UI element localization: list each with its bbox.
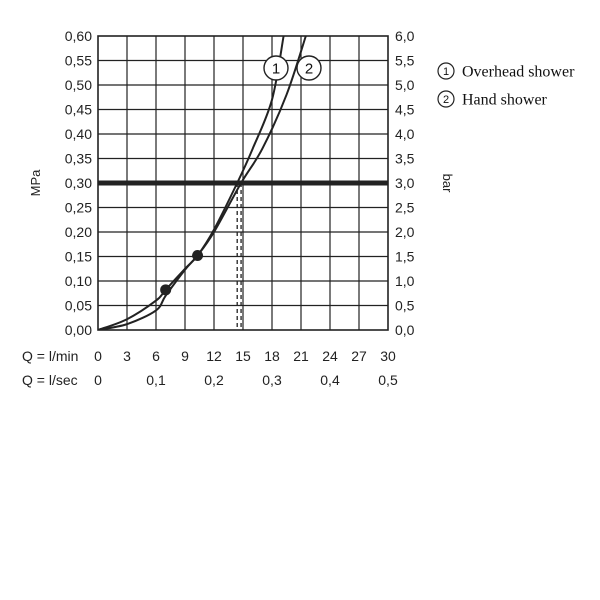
x-tick-label: 21 — [293, 348, 309, 364]
x-tick-label: 9 — [181, 348, 189, 364]
x-lsec-tick-labels: 0 0,1 0,2 0,3 0,4 0,5 — [94, 372, 398, 388]
legend-marker-circle — [437, 62, 455, 80]
legend-marker-circle — [437, 90, 455, 108]
legend-marker-label: 2 — [443, 94, 449, 106]
legend: 1 Overhead shower 2 Hand shower — [437, 62, 575, 109]
y-right-tick-label: 5,5 — [395, 53, 415, 69]
x-sec-tick-label: 0,4 — [320, 372, 340, 388]
y-left-tick-label: 0,00 — [65, 322, 92, 338]
y-right-tick-label: 3,5 — [395, 151, 415, 167]
y-left-tick-label: 0,05 — [65, 298, 92, 314]
data-points — [160, 250, 204, 296]
x-tick-label: 0 — [94, 348, 102, 364]
data-point — [192, 250, 204, 262]
x-primary-axis-label: Q = l/min — [22, 348, 78, 364]
y-left-tick-label: 0,50 — [65, 77, 92, 93]
curve-marker-label: 1 — [272, 61, 280, 78]
x-tick-label: 30 — [380, 348, 396, 364]
x-lmin-tick-labels: 0 3 6 9 12 15 18 21 24 27 30 — [94, 348, 396, 364]
grid — [98, 36, 388, 330]
y-left-tick-label: 0,25 — [65, 200, 92, 216]
y-left-tick-labels: 0,00 0,05 0,10 0,15 0,20 0,25 0,30 0,35 0,40 0,45… — [65, 28, 92, 338]
x-sec-tick-label: 0 — [94, 372, 102, 388]
y-right-tick-label: 0,0 — [395, 322, 415, 338]
y-left-tick-label: 0,10 — [65, 273, 92, 289]
x-tick-label: 18 — [264, 348, 280, 364]
y-right-tick-labels: 0,0 0,5 1,0 1,5 2,0 2,5 3,0 3,5 4,0 4,5 5,0 5,5 6,0 — [395, 28, 415, 338]
y-left-tick-label: 0,30 — [65, 175, 92, 191]
x-tick-label: 27 — [351, 348, 367, 364]
x-secondary-axis-label: Q = l/sec — [22, 372, 78, 388]
y-right-tick-label: 0,5 — [395, 298, 415, 314]
y-left-tick-label: 0,40 — [65, 126, 92, 142]
y-right-tick-label: 1,0 — [395, 273, 415, 289]
y-right-tick-label: 6,0 — [395, 28, 415, 44]
y-left-tick-label: 0,45 — [65, 102, 92, 118]
y-right-tick-label: 4,5 — [395, 102, 415, 118]
y-right-tick-label: 2,5 — [395, 200, 415, 216]
y-left-axis-title: MPa — [28, 169, 43, 197]
x-sec-tick-label: 0,5 — [378, 372, 398, 388]
legend-label: Hand shower — [462, 92, 548, 109]
y-right-tick-label: 4,0 — [395, 126, 415, 142]
y-left-tick-label: 0,15 — [65, 249, 92, 265]
x-sec-tick-label: 0,3 — [262, 372, 282, 388]
y-right-tick-label: 3,0 — [395, 175, 415, 191]
y-left-tick-label: 0,20 — [65, 224, 92, 240]
plot-frame — [97, 35, 389, 331]
y-right-tick-label: 2,0 — [395, 224, 415, 240]
y-right-tick-label: 5,0 — [395, 77, 415, 93]
x-sec-tick-label: 0,1 — [146, 372, 166, 388]
curve-marker-circle — [263, 55, 289, 81]
y-left-tick-label: 0,55 — [65, 53, 92, 69]
x-sec-tick-label: 0,2 — [204, 372, 224, 388]
data-point — [160, 284, 172, 296]
x-tick-label: 12 — [206, 348, 222, 364]
x-tick-label: 6 — [152, 348, 160, 364]
y-right-axis-title: bar — [440, 174, 455, 193]
y-right-tick-label: 1,5 — [395, 249, 415, 265]
x-tick-label: 15 — [235, 348, 251, 364]
curve-marker-circle — [296, 55, 322, 81]
y-left-tick-label: 0,60 — [65, 28, 92, 44]
y-left-tick-label: 0,35 — [65, 151, 92, 167]
plot-border — [97, 35, 389, 331]
legend-label: Overhead shower — [462, 64, 575, 81]
legend-marker-label: 1 — [443, 66, 449, 78]
dashed-dropdown-lines — [236, 183, 242, 330]
x-tick-label: 24 — [322, 348, 338, 364]
x-tick-label: 3 — [123, 348, 131, 364]
curve-marker-label: 2 — [305, 61, 313, 78]
